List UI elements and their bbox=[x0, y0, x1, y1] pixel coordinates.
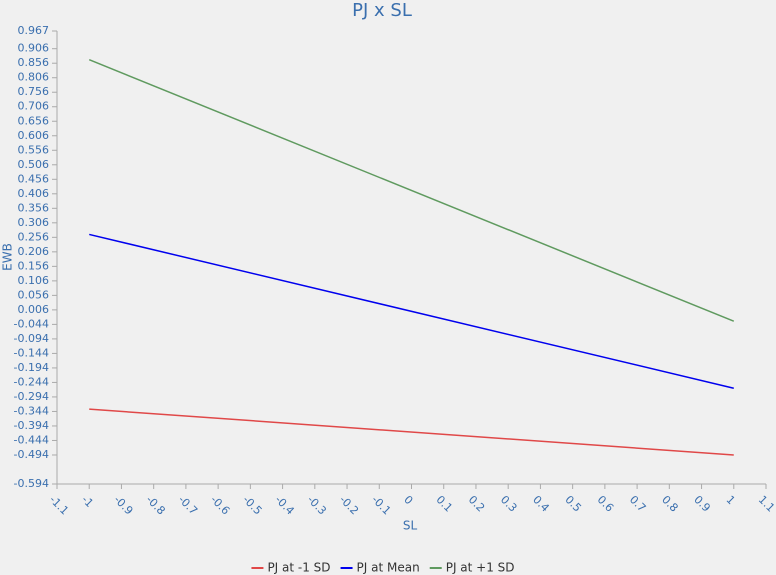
y-tick-label: 0.006 bbox=[18, 303, 50, 316]
chart-title: PJ x SL bbox=[352, 0, 412, 21]
y-tick-label: 0.506 bbox=[18, 158, 50, 171]
y-tick-label: 0.206 bbox=[18, 245, 50, 258]
y-tick-label: 0.806 bbox=[18, 71, 50, 84]
y-tick-label: -0.244 bbox=[14, 375, 49, 388]
y-tick-label: 0.456 bbox=[18, 172, 50, 185]
series-line bbox=[89, 233, 734, 389]
series-line bbox=[89, 408, 734, 456]
y-tick-label: 0.106 bbox=[18, 274, 50, 287]
y-tick-label: 0.306 bbox=[18, 216, 50, 229]
y-tick-label: 0.356 bbox=[18, 201, 50, 214]
y-tick-label: -0.594 bbox=[14, 477, 49, 490]
y-tick-label: 0.756 bbox=[18, 85, 50, 98]
y-tick-label: 0.406 bbox=[18, 187, 50, 200]
y-tick-label: 0.556 bbox=[18, 143, 50, 156]
legend-text: PJ at -1 SD bbox=[267, 561, 330, 575]
x-axis-title: SL bbox=[403, 519, 418, 533]
y-tick-label: -0.194 bbox=[14, 361, 49, 374]
y-axis-title: EWB bbox=[1, 243, 15, 271]
y-tick-label: -0.444 bbox=[14, 433, 49, 446]
y-tick-label: 0.056 bbox=[18, 288, 50, 301]
legend-text: PJ at +1 SD bbox=[446, 561, 515, 575]
y-tick-label: 0.606 bbox=[18, 129, 50, 142]
y-tick-label: -0.344 bbox=[14, 404, 49, 417]
y-tick-label: -0.144 bbox=[14, 346, 49, 359]
y-tick-label: -0.044 bbox=[14, 317, 49, 330]
y-tick-label: 0.906 bbox=[18, 42, 50, 55]
y-tick-label: -0.094 bbox=[14, 332, 49, 345]
y-tick-label: -0.494 bbox=[14, 448, 49, 461]
y-tick-label: 0.656 bbox=[18, 114, 50, 127]
legend-text: PJ at Mean bbox=[357, 561, 420, 575]
y-tick-label: 0.856 bbox=[18, 56, 50, 69]
series-line bbox=[88, 59, 735, 322]
y-tick-label: 0.256 bbox=[18, 230, 50, 243]
y-tick-label: 0.706 bbox=[18, 100, 50, 113]
y-tick-label: -0.394 bbox=[14, 419, 49, 432]
y-tick-label: -0.294 bbox=[14, 390, 49, 403]
y-tick-label: 0.967 bbox=[18, 24, 50, 37]
y-tick-label: 0.156 bbox=[18, 259, 50, 272]
